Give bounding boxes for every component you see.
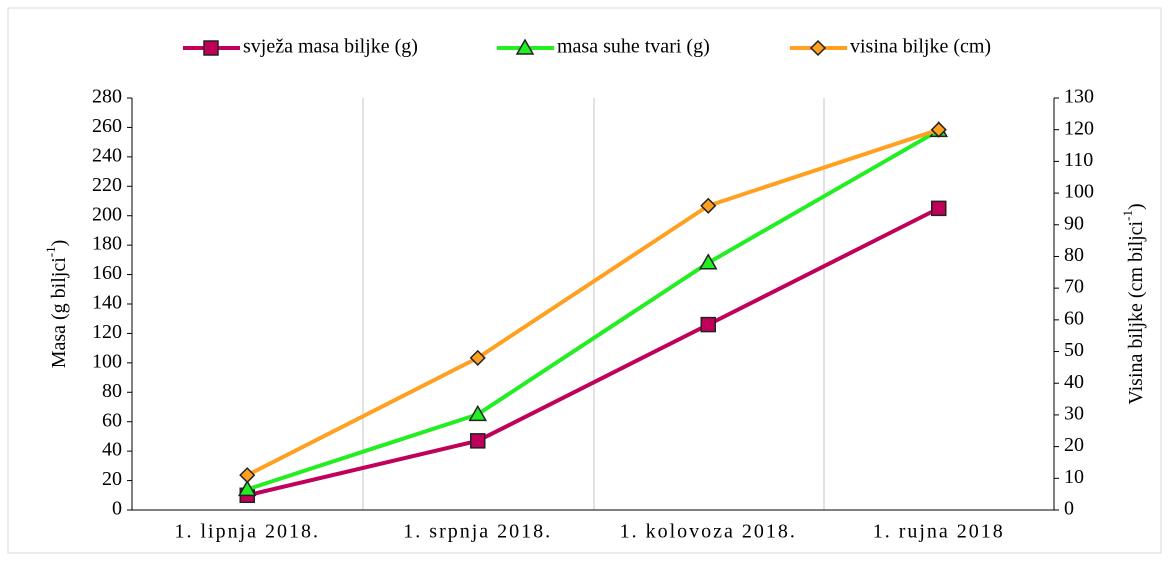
- y-tick-label: 120: [92, 321, 122, 343]
- y2-tick-label: 120: [1064, 117, 1094, 139]
- y-tick-label: 280: [92, 86, 122, 108]
- y-tick-label: 60: [102, 409, 122, 431]
- series-line: [246, 128, 940, 492]
- y2-axis-title-text: Visina biljke (cm biljci: [1125, 220, 1147, 404]
- y-tick-label: 80: [102, 380, 122, 402]
- data-point: [698, 253, 718, 270]
- legend-marker: [515, 38, 535, 55]
- y2-tick-label: 60: [1064, 307, 1084, 329]
- x-tick-label: 1. rujna 2018: [873, 521, 1005, 543]
- data-point: [237, 479, 257, 497]
- y-tick-label: 260: [92, 115, 122, 137]
- legend-label: masa suhe tvari (g): [557, 36, 710, 58]
- legend-label: visina biljke (cm): [850, 36, 991, 58]
- y2-axis-title-end: ): [1125, 203, 1147, 210]
- y-tick-label: 180: [92, 233, 122, 255]
- data-point: [239, 467, 256, 484]
- y-tick-label: 160: [92, 262, 122, 284]
- data-point: [931, 200, 947, 217]
- series-line: [246, 206, 940, 498]
- y2-tick-label: 40: [1064, 371, 1084, 393]
- y-tick-label: 100: [92, 350, 122, 372]
- y2-tick-label: 100: [1064, 181, 1094, 203]
- y2-tick-label: 0: [1064, 498, 1074, 520]
- y2-tick-label: 130: [1064, 86, 1094, 108]
- x-tick-label: 1. lipnja 2018.: [174, 521, 320, 543]
- y-tick-label: 40: [102, 439, 122, 461]
- y-tick-label: 20: [102, 468, 122, 490]
- data-point: [469, 349, 486, 366]
- y-axis-title: Masa (g biljci-1): [43, 240, 69, 369]
- data-point: [470, 433, 486, 449]
- y2-axis-title-sup: -1: [1120, 210, 1135, 221]
- data-point: [468, 404, 488, 422]
- y-tick-label: 240: [92, 144, 122, 166]
- data-point: [700, 316, 716, 333]
- y2-tick-label: 110: [1064, 149, 1093, 171]
- y-axis-title-text: Masa (g biljci: [48, 257, 70, 369]
- legend-marker: [809, 39, 827, 57]
- y2-tick-label: 70: [1064, 276, 1084, 298]
- x-tick-label: 1. srpnja 2018.: [403, 521, 552, 543]
- y-tick-label: 0: [112, 498, 122, 520]
- legend-label: svježa masa biljke (g): [243, 36, 418, 58]
- y2-tick-label: 50: [1064, 339, 1084, 361]
- y2-axis-title: Visina biljke (cm biljci-1): [1120, 203, 1146, 404]
- data-point: [700, 197, 717, 214]
- y-axis-title-sup: -1: [43, 246, 58, 257]
- y-axis-title-end: ): [48, 240, 70, 247]
- y2-tick-label: 20: [1064, 434, 1084, 456]
- x-tick-label: 1. kolovoza 2018.: [620, 521, 797, 543]
- y2-tick-label: 80: [1064, 244, 1084, 266]
- chart-border: [7, 7, 1162, 554]
- y2-tick-label: 30: [1064, 403, 1084, 425]
- y2-tick-label: 90: [1064, 212, 1084, 234]
- y-tick-label: 140: [92, 292, 122, 314]
- y-tick-label: 200: [92, 203, 122, 225]
- data-point: [930, 121, 947, 138]
- series-line: [246, 127, 940, 477]
- y2-tick-label: 10: [1064, 466, 1084, 488]
- y-tick-label: 220: [92, 174, 122, 196]
- legend-marker: [203, 40, 219, 56]
